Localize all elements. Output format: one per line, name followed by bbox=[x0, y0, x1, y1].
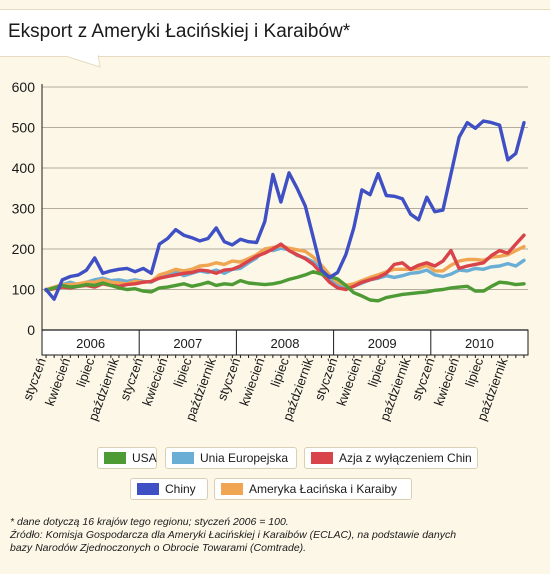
series-line-china bbox=[44, 119, 526, 301]
legend-label-eu: Unia Europejska bbox=[200, 451, 289, 465]
legend-label-china: Chiny bbox=[165, 482, 196, 496]
chart-title: Eksport z Ameryki Łacińskiej i Karaibów* bbox=[8, 21, 351, 42]
y-tick-label: 200 bbox=[12, 241, 36, 257]
legend-label-latam: Ameryka Łacińska i Karaiby bbox=[249, 482, 398, 496]
legend-swatch-usa bbox=[104, 452, 126, 464]
y-tick-label: 0 bbox=[27, 322, 35, 338]
footnote-note: * dane dotyczą 16 krajów tego regionu; s… bbox=[10, 516, 289, 528]
footnote-source-cont: bazy Narodów Zjednoczonych o Obrocie Tow… bbox=[10, 542, 307, 554]
y-tick-label: 500 bbox=[12, 120, 36, 136]
series-line-asia bbox=[44, 233, 526, 292]
y-tick-label: 300 bbox=[12, 201, 36, 217]
x-tick-label: lipiec bbox=[73, 355, 97, 388]
year-label: 2008 bbox=[271, 336, 300, 351]
series-line-usa bbox=[44, 270, 526, 303]
x-tick-label: lipiec bbox=[170, 355, 194, 388]
year-label: 2010 bbox=[465, 336, 494, 351]
legend-label-usa: USA bbox=[132, 451, 157, 465]
legend-swatch-china bbox=[137, 483, 159, 495]
y-tick-label: 100 bbox=[12, 282, 36, 298]
title-pointer bbox=[62, 54, 101, 68]
y-tick-label: 400 bbox=[12, 160, 36, 176]
y-tick-label: 600 bbox=[12, 79, 36, 95]
year-label: 2007 bbox=[173, 336, 202, 351]
legend-swatch-asia bbox=[311, 452, 333, 464]
legend-item-china: Chiny bbox=[130, 478, 208, 500]
legend-swatch-latam bbox=[221, 483, 243, 495]
legend-item-latam: Ameryka Łacińska i Karaiby bbox=[214, 478, 412, 500]
legend-item-eu: Unia Europejska bbox=[165, 447, 297, 469]
footnote: * dane dotyczą 16 krajów tego regionu; s… bbox=[10, 516, 550, 555]
year-band bbox=[41, 329, 529, 356]
legend-label-asia: Azja z wyłączeniem Chin bbox=[339, 451, 472, 465]
year-label: 2006 bbox=[76, 336, 105, 351]
legend-swatch-eu bbox=[172, 452, 194, 464]
title-box: Eksport z Ameryki Łacińskiej i Karaibów* bbox=[0, 9, 550, 57]
x-tick-label: lipiec bbox=[462, 355, 486, 388]
x-tick-label: lipiec bbox=[365, 355, 389, 388]
year-label: 2009 bbox=[368, 336, 397, 351]
legend-item-asia: Azja z wyłączeniem Chin bbox=[304, 447, 478, 469]
footnote-source: Źródło: Komisja Gospodarcza dla Ameryki … bbox=[10, 529, 457, 541]
x-tick-label: lipiec bbox=[268, 355, 292, 388]
legend-item-usa: USA bbox=[97, 447, 157, 469]
